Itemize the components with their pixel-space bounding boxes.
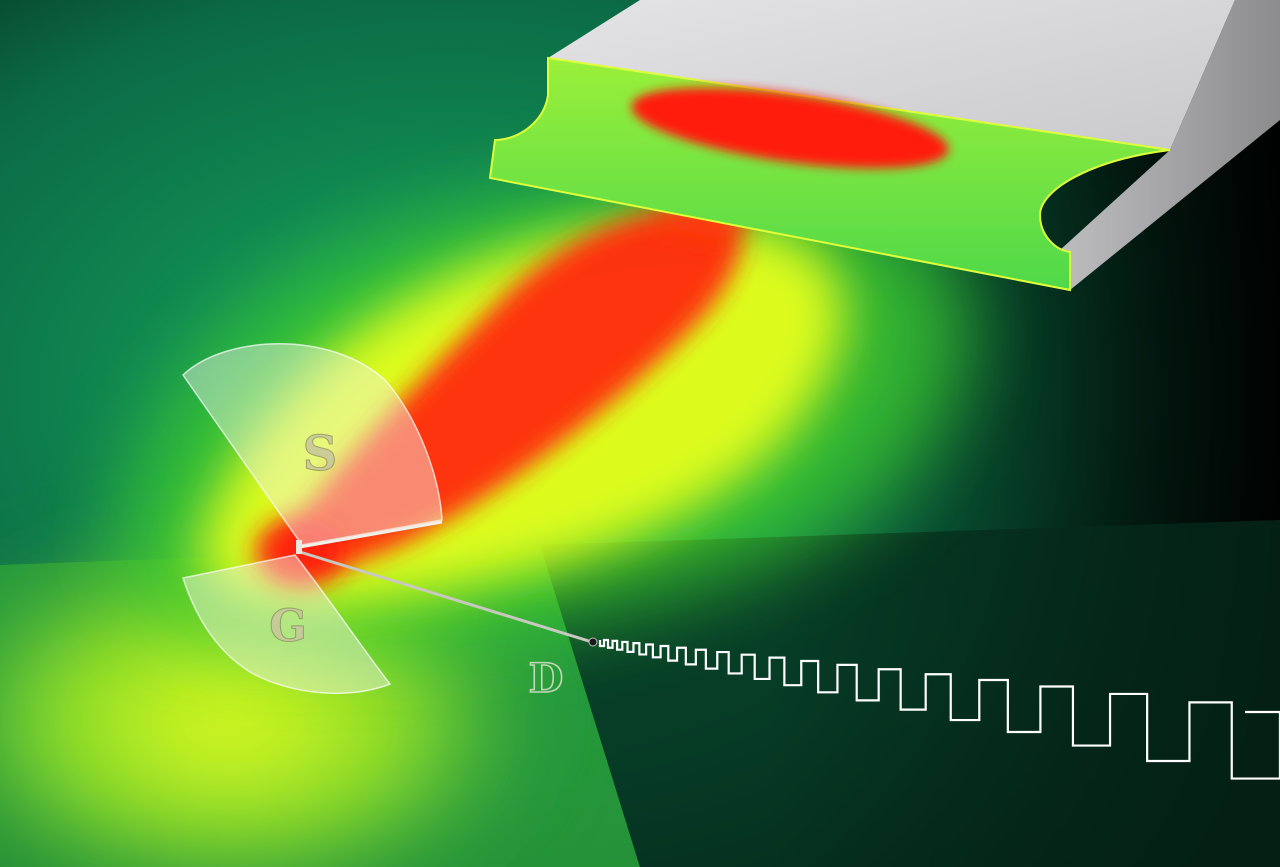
- bowtie-antenna: [182, 343, 598, 695]
- waveguide-side-face: [1060, 0, 1280, 290]
- source-label: S: [303, 426, 338, 482]
- terahertz-beam: [118, 150, 969, 646]
- drain-line: [299, 550, 593, 644]
- drain-contact: [588, 637, 598, 647]
- antenna-gap-line: [299, 520, 443, 549]
- square-wave-signal: [598, 638, 1280, 780]
- lower-right-plane: [540, 520, 1280, 867]
- drain-label: D: [529, 655, 564, 702]
- gate-lobe: [182, 554, 392, 695]
- waveguide-hotspot: [631, 87, 949, 169]
- gate-label: G: [269, 601, 307, 652]
- waveguide-top-face: [548, 0, 1235, 150]
- waveguide-block: [488, 0, 1280, 292]
- transistor-channel: [296, 540, 302, 554]
- source-lobe: [182, 343, 443, 546]
